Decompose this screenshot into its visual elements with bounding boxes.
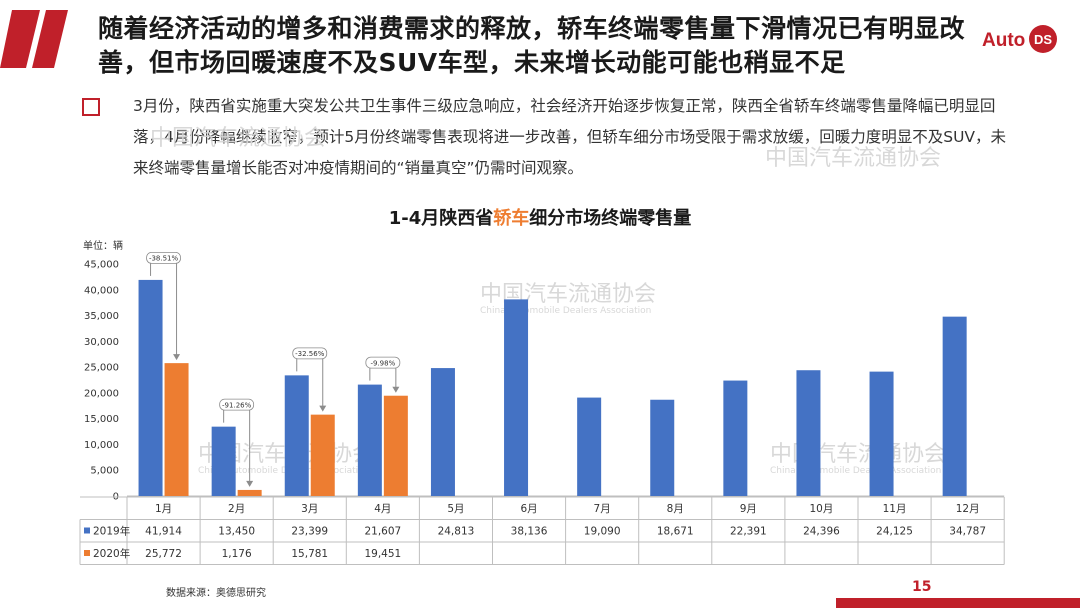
page-number: 15 [912, 579, 932, 595]
data-label: 24,813 [438, 526, 475, 538]
bar-2019年-2月 [211, 426, 236, 496]
callout-arrow [173, 354, 181, 361]
callout-badge [365, 356, 401, 369]
y-tick-label: 15,000 [84, 414, 119, 425]
chart-title: 1-4月陕西省轿车细分市场终端零售量 [388, 208, 692, 229]
bar-2019年-1月 [138, 279, 163, 496]
bar-2020年-3月 [310, 414, 335, 496]
callout-label: -38.51% [149, 255, 179, 263]
data-label: 24,396 [803, 526, 840, 538]
data-label: 19,451 [364, 548, 401, 560]
callout-badge [219, 398, 255, 411]
legend-swatch-2019年 [84, 527, 90, 534]
y-tick-label: 5,000 [90, 466, 119, 477]
legend-label: 2019年 [93, 525, 130, 538]
bar-2019年-3月 [284, 375, 309, 496]
y-tick-label: 40,000 [84, 285, 119, 296]
data-label: 18,671 [657, 526, 694, 538]
bar-2019年-6月 [504, 299, 529, 496]
callout-badge [146, 252, 181, 264]
x-tick-label: 3月 [301, 503, 318, 515]
data-source: 数据来源：奥德思研究 [166, 588, 266, 599]
y-tick-label: 10,000 [84, 440, 119, 451]
bar-2019年-9月 [723, 380, 748, 496]
x-tick-label: 2月 [228, 503, 245, 515]
data-label: 24,125 [876, 526, 913, 538]
bar-2019年-12月 [942, 316, 967, 496]
y-tick-label: 20,000 [84, 388, 119, 399]
data-label: 15,781 [291, 548, 328, 560]
unit-label: 单位：辆 [83, 239, 123, 252]
bar-2019年-5月 [430, 368, 455, 496]
data-label: 19,090 [584, 526, 621, 538]
y-tick-label: 30,000 [84, 337, 119, 348]
bar-2019年-7月 [577, 397, 602, 496]
x-tick-label: 4月 [374, 503, 391, 515]
autods-logo: Auto DS [982, 25, 1057, 53]
y-tick-label: 35,000 [84, 311, 119, 322]
x-tick-label: 7月 [594, 503, 611, 515]
data-label: 23,399 [291, 526, 328, 538]
title-accent-bar [0, 10, 68, 68]
x-tick-label: 6月 [520, 503, 537, 515]
x-tick-label: 5月 [447, 503, 464, 515]
data-label: 21,607 [364, 526, 401, 538]
callout-label: -9.98% [370, 359, 395, 367]
data-label: 41,914 [145, 526, 182, 538]
y-tick-label: 25,000 [84, 363, 119, 374]
data-label: 34,787 [949, 526, 986, 538]
x-tick-label: 8月 [667, 503, 684, 515]
callout-badge [292, 347, 328, 360]
data-label: 1,176 [222, 548, 252, 560]
bar-2020年-4月 [383, 395, 408, 496]
callout-label: -91.26% [222, 401, 252, 409]
legend-swatch-2020年 [84, 550, 90, 556]
x-tick-label: 1月 [155, 503, 172, 515]
footer-accent-bar [836, 598, 1080, 608]
page-title: 随着经济活动的增多和消费需求的释放，轿车终端零售量下滑情况已有明显改善，但市场回… [98, 14, 966, 77]
x-tick-label: 11月 [883, 503, 907, 515]
logo-badge: DS [1034, 32, 1052, 47]
bar-2019年-4月 [357, 384, 382, 496]
bar-2020年-1月 [164, 363, 189, 496]
x-tick-label: 12月 [956, 503, 980, 515]
bar-2019年-11月 [869, 371, 894, 496]
logo-text: Auto [982, 30, 1025, 51]
bar-2019年-10月 [796, 370, 821, 496]
callout-arrow [392, 386, 400, 393]
callout-label: -32.56% [295, 350, 325, 358]
data-label: 38,136 [511, 526, 548, 538]
callout-arrow [246, 480, 254, 487]
legend-label: 2020年 [93, 547, 130, 560]
bar-2020年-2月 [237, 489, 262, 496]
x-tick-label: 10月 [810, 503, 834, 515]
y-tick-label: 45,000 [84, 260, 119, 271]
data-label: 22,391 [730, 526, 767, 538]
data-label: 25,772 [145, 548, 182, 560]
data-label: 13,450 [218, 526, 255, 538]
summary-paragraph: 3月份，陕西省实施重大突发公共卫生事件三级应急响应，社会经济开始逐步恢复正常，陕… [133, 97, 1007, 177]
x-tick-label: 9月 [740, 503, 757, 515]
checkbox-bullet-icon [82, 98, 100, 116]
bar-2019年-8月 [650, 399, 675, 496]
callout-arrow [319, 405, 327, 412]
